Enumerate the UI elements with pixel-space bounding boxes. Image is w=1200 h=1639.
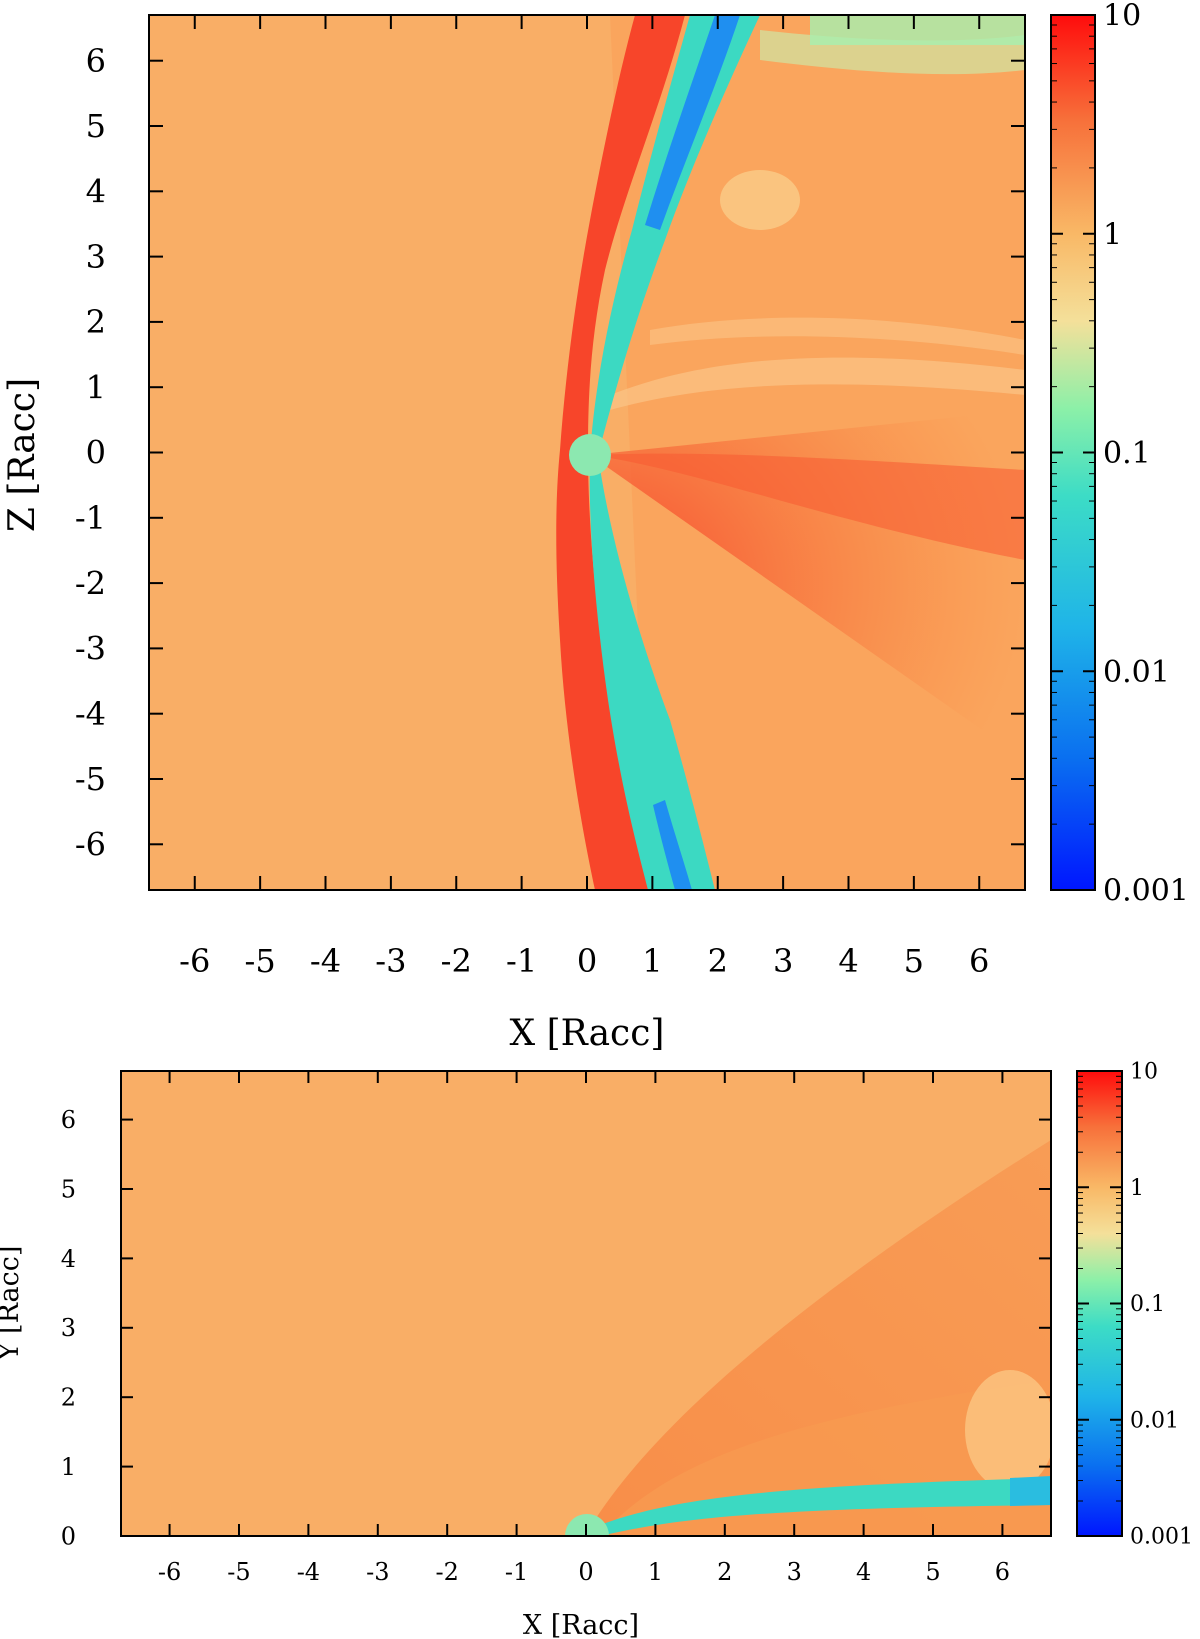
x-tick-label: 4 [856,1558,871,1586]
x-tick-label: 1 [642,942,662,980]
colorbar-tick-label: 0.1 [1130,1292,1165,1317]
y-tick-label: -5 [75,760,106,798]
bottom-colorbar-ticks: 10 1 0.1 0.01 0.001 [1077,1060,1193,1550]
x-tick-label: 4 [838,942,858,980]
y-tick-label: 6 [61,1106,76,1134]
y-tick-label: -2 [75,564,106,602]
x-tick-label: -5 [227,1558,250,1586]
x-tick-label: -3 [375,942,406,980]
bottom-heatmap-panel: -6 -5 -4 -3 -2 -1 0 1 2 3 4 5 6 0 1 2 3 4 5 6 X [Racc] Y [… [0,1060,1193,1639]
bottom-x-axis-label: X [Racc] [523,1610,639,1639]
y-tick-label: 2 [61,1384,76,1412]
bottom-y-axis-label: Y [Racc] [0,1246,25,1362]
x-tick-label: -6 [179,942,210,980]
y-tick-label: 0 [86,434,106,472]
x-tick-label: -6 [158,1558,181,1586]
colorbar-tick-label: 10 [1130,1060,1158,1085]
x-tick-label: -4 [297,1558,320,1586]
x-tick-label: 0 [578,1558,593,1586]
y-tick-label: 5 [61,1175,76,1203]
colorbar-tick-label: 1 [1130,1176,1144,1201]
x-tick-label: 3 [773,942,793,980]
y-tick-label: 1 [86,368,106,406]
x-tick-label: 3 [787,1558,802,1586]
y-tick-label: -1 [75,499,106,537]
x-tick-label: 6 [995,1558,1010,1586]
x-tick-label: -2 [441,942,472,980]
bottom-x-ticks: -6 -5 -4 -3 -2 -1 0 1 2 3 4 5 6 [158,1071,1010,1586]
x-tick-label: -4 [310,942,341,980]
y-tick-label: -6 [75,825,106,863]
colorbar-tick-label: 0.01 [1130,1408,1179,1433]
x-tick-label: -1 [505,1558,528,1586]
y-tick-label: 1 [61,1453,76,1481]
x-tick-label: -2 [435,1558,458,1586]
x-tick-label: 1 [648,1558,663,1586]
y-tick-label: 4 [86,173,106,211]
top-x-axis-label: X [Racc] [510,1013,665,1054]
y-tick-label: 2 [86,303,106,341]
y-tick-label: -4 [75,695,106,733]
x-tick-label: 0 [577,942,597,980]
top-y-ticks: -6 -5 -4 -3 -2 -1 0 1 2 3 4 5 6 [75,42,1025,863]
y-tick-label: 0 [61,1522,76,1550]
colorbar-tick-label: 0.001 [1103,874,1189,909]
top-colorbar-ticks: 10 1 0.1 0.01 0.001 [1051,0,1189,909]
x-tick-label: -5 [245,942,276,980]
bottom-y-ticks: 0 1 2 3 4 5 6 [61,1106,1051,1550]
y-tick-label: 4 [61,1245,76,1273]
x-tick-label: 6 [969,942,989,980]
colorbar-tick-label: 0.001 [1130,1525,1193,1550]
colorbar-tick-label: 10 [1103,0,1141,34]
y-tick-label: 5 [86,107,106,145]
x-tick-label: 5 [904,942,924,980]
x-tick-label: -1 [506,942,537,980]
y-tick-label: 3 [86,238,106,276]
top-heatmap-panel: -6 -5 -4 -3 -2 -1 0 1 2 3 4 5 6 -6-5-4-3-2-10123456 … [2,0,1189,1054]
x-tick-label: 2 [717,1558,732,1586]
y-tick-label: -3 [75,630,106,668]
y-tick-label: 6 [86,42,106,80]
x-tick-label: -3 [366,1558,389,1586]
colorbar-tick-label: 0.01 [1103,655,1170,690]
bottom-heatmap-field [121,1071,1051,1536]
x-tick-label: 2 [708,942,728,980]
y-tick-label: 3 [61,1314,76,1342]
colorbar-tick-label: 0.1 [1103,436,1151,471]
top-x-ticks: -6 -5 -4 -3 -2 -1 0 1 2 3 4 5 6 [179,15,989,980]
x-tick-label: 5 [925,1558,940,1586]
colorbar-tick-label: 1 [1103,217,1122,252]
top-heatmap-field [149,15,1025,890]
top-y-axis-label: Z [Racc] [2,378,43,532]
